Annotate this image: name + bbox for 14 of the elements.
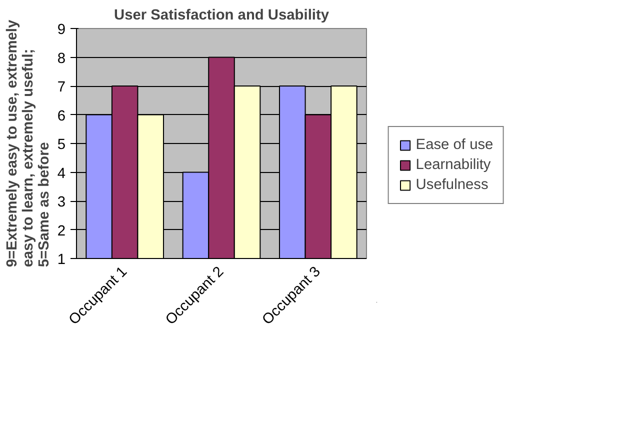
legend-label: Ease of use xyxy=(416,137,494,153)
y-axis-title: 9=Extremely easy to use, extremely easy to learn, extremely useful; 5=Same as before xyxy=(4,19,52,268)
y-tick-label: 6 xyxy=(57,108,66,124)
y-tick-label: 3 xyxy=(57,194,66,210)
y-tick-label: 1 xyxy=(57,252,66,268)
y-tick-label: 9 xyxy=(57,22,66,38)
y-tick-label: 7 xyxy=(57,80,66,96)
legend-label: Usefulness xyxy=(416,177,488,193)
y-tick-label: 2 xyxy=(57,223,66,240)
y-tick-label: 5 xyxy=(57,137,66,153)
legend-label: Learnability xyxy=(416,157,491,173)
y-tick-label: 8 xyxy=(57,50,66,67)
chart-title: User Satisfaction and Usability xyxy=(114,8,330,24)
y-tick-label: 4 xyxy=(57,166,66,182)
